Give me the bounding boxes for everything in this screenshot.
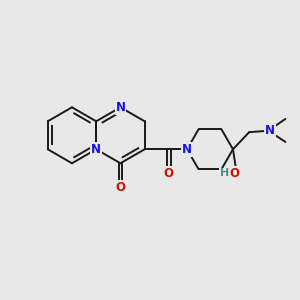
Text: O: O — [230, 167, 239, 180]
Text: H: H — [220, 168, 230, 178]
Text: N: N — [265, 124, 275, 137]
Text: O: O — [116, 181, 125, 194]
Text: N: N — [116, 101, 125, 114]
Text: O: O — [164, 167, 174, 180]
Text: N: N — [91, 143, 101, 156]
Text: N: N — [182, 143, 192, 156]
